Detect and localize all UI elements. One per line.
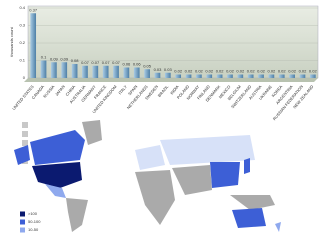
y-axis-label: thousands count bbox=[9, 26, 14, 56]
value-label: 0.03 bbox=[164, 67, 173, 72]
bar bbox=[206, 74, 213, 78]
y-tick-label: 0 bbox=[23, 75, 26, 80]
bar bbox=[216, 74, 223, 78]
zoom-control[interactable] bbox=[22, 122, 28, 128]
y-tick-label: 0.3 bbox=[19, 23, 25, 28]
bar bbox=[175, 74, 182, 78]
value-label: 0.02 bbox=[267, 69, 276, 74]
bar bbox=[278, 74, 285, 78]
bar bbox=[154, 72, 161, 78]
bar bbox=[258, 74, 264, 78]
zoom-control[interactable] bbox=[22, 131, 28, 137]
value-label: 0.09 bbox=[50, 56, 59, 61]
bar bbox=[196, 74, 202, 78]
value-label: 0.02 bbox=[185, 69, 194, 74]
x-tick-label: ITALY bbox=[117, 84, 128, 96]
legend-swatch bbox=[20, 227, 25, 233]
bar bbox=[92, 65, 99, 78]
bar bbox=[164, 72, 171, 78]
value-label: 0.02 bbox=[309, 69, 318, 74]
legend-label: 10-50 bbox=[28, 227, 39, 232]
value-label: 0.02 bbox=[236, 69, 245, 74]
value-label: 0.02 bbox=[288, 69, 297, 74]
bar bbox=[309, 74, 316, 78]
australia bbox=[232, 208, 266, 228]
value-label: 0.09 bbox=[60, 56, 69, 61]
bar bbox=[133, 67, 140, 78]
value-label: 0.07 bbox=[91, 60, 100, 65]
value-label: 0.02 bbox=[278, 69, 287, 74]
mexico bbox=[45, 184, 66, 198]
china bbox=[210, 162, 240, 188]
south-america bbox=[66, 198, 88, 232]
plot-area bbox=[27, 5, 319, 79]
bar bbox=[61, 62, 68, 78]
legend-label: 50-100 bbox=[28, 219, 41, 224]
value-label: 0.02 bbox=[226, 69, 235, 74]
bar bbox=[247, 74, 254, 78]
bar bbox=[51, 62, 57, 78]
canada bbox=[30, 130, 85, 165]
value-label: 0.02 bbox=[205, 69, 214, 74]
zoom-control[interactable] bbox=[22, 140, 28, 146]
bar bbox=[227, 74, 233, 78]
y-tick-label: 0.4 bbox=[19, 5, 25, 10]
legend-swatch bbox=[20, 211, 25, 217]
value-label: 0.02 bbox=[216, 69, 225, 74]
indonesia bbox=[230, 195, 275, 210]
alaska bbox=[14, 145, 30, 165]
value-label: 0.03 bbox=[154, 67, 163, 72]
europe bbox=[135, 145, 165, 170]
bar bbox=[144, 69, 150, 78]
legend-label: >100 bbox=[28, 211, 38, 216]
usa bbox=[32, 162, 82, 188]
y-tick-label: 0.1 bbox=[19, 58, 25, 63]
value-label: 0.02 bbox=[257, 69, 266, 74]
x-tick-label: BRAZIL bbox=[157, 84, 170, 99]
new-zealand bbox=[275, 222, 281, 232]
y-tick-label: 0.2 bbox=[19, 40, 25, 45]
value-label: 0.02 bbox=[174, 69, 183, 74]
value-label: 0.05 bbox=[143, 63, 152, 68]
value-label: 0.02 bbox=[299, 69, 308, 74]
bar bbox=[40, 60, 47, 78]
plot-floor bbox=[24, 78, 318, 82]
value-label: 0.02 bbox=[195, 69, 204, 74]
value-label: 0.07 bbox=[102, 60, 111, 65]
japan bbox=[244, 158, 250, 174]
greenland bbox=[82, 120, 102, 145]
value-label: 0.07 bbox=[112, 60, 121, 65]
world-map bbox=[14, 120, 281, 232]
bar bbox=[289, 74, 295, 78]
bar bbox=[268, 74, 275, 78]
x-tick-label: SPAIN bbox=[127, 84, 138, 96]
africa bbox=[135, 170, 175, 225]
bar bbox=[102, 65, 109, 78]
bar bbox=[185, 74, 192, 78]
bar bbox=[71, 64, 78, 78]
bar bbox=[30, 13, 37, 78]
bar bbox=[82, 65, 88, 78]
bar bbox=[123, 67, 130, 78]
bar bbox=[113, 65, 119, 78]
value-label: 0.02 bbox=[247, 69, 256, 74]
value-label: 0.06 bbox=[122, 62, 131, 67]
x-tick-label: JAPAN bbox=[54, 84, 66, 97]
russia bbox=[160, 135, 255, 165]
value-label: 0.06 bbox=[133, 62, 142, 67]
bar bbox=[237, 74, 244, 78]
value-label: 0.1 bbox=[41, 55, 47, 60]
x-tick-label: INDIA bbox=[169, 84, 180, 96]
x-tick-label: RUSSIA bbox=[42, 84, 56, 99]
value-label: 0.08 bbox=[71, 58, 80, 63]
legend-swatch bbox=[20, 219, 25, 225]
asia bbox=[172, 165, 212, 195]
value-label: 0.07 bbox=[81, 60, 90, 65]
value-label: 0.37 bbox=[29, 7, 38, 12]
bar bbox=[299, 74, 306, 78]
